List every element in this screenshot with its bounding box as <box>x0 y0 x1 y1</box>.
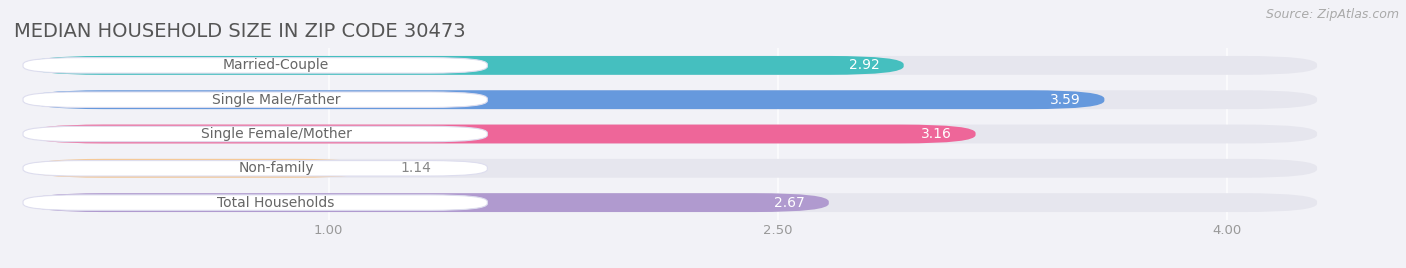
FancyBboxPatch shape <box>22 195 488 210</box>
FancyBboxPatch shape <box>30 159 1317 178</box>
Text: Source: ZipAtlas.com: Source: ZipAtlas.com <box>1265 8 1399 21</box>
FancyBboxPatch shape <box>30 90 1104 109</box>
FancyBboxPatch shape <box>30 125 1317 143</box>
FancyBboxPatch shape <box>30 193 828 212</box>
Text: 1.14: 1.14 <box>401 161 432 175</box>
Text: Single Male/Father: Single Male/Father <box>212 93 340 107</box>
FancyBboxPatch shape <box>22 161 488 176</box>
FancyBboxPatch shape <box>30 56 904 75</box>
FancyBboxPatch shape <box>22 58 488 73</box>
Text: MEDIAN HOUSEHOLD SIZE IN ZIP CODE 30473: MEDIAN HOUSEHOLD SIZE IN ZIP CODE 30473 <box>14 22 465 41</box>
Text: 3.16: 3.16 <box>921 127 952 141</box>
FancyBboxPatch shape <box>30 56 1317 75</box>
FancyBboxPatch shape <box>30 125 976 143</box>
FancyBboxPatch shape <box>22 126 488 142</box>
Text: 2.92: 2.92 <box>849 58 880 72</box>
Text: 3.59: 3.59 <box>1050 93 1080 107</box>
Text: Total Households: Total Households <box>218 196 335 210</box>
Text: Married-Couple: Married-Couple <box>224 58 329 72</box>
Text: Non-family: Non-family <box>239 161 314 175</box>
FancyBboxPatch shape <box>30 193 1317 212</box>
FancyBboxPatch shape <box>30 90 1317 109</box>
FancyBboxPatch shape <box>22 92 488 107</box>
FancyBboxPatch shape <box>30 159 371 178</box>
Text: Single Female/Mother: Single Female/Mother <box>201 127 352 141</box>
Text: 2.67: 2.67 <box>775 196 804 210</box>
